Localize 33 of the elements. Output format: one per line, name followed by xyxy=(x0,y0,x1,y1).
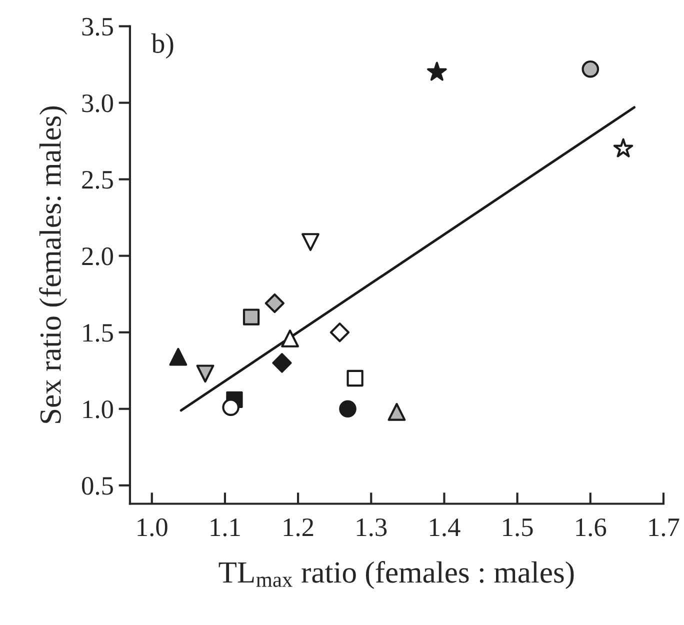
x-tick-label: 1.4 xyxy=(430,518,460,536)
x-tick-label: 1.7 xyxy=(649,518,680,536)
x-tick-label: 1.5 xyxy=(503,518,533,536)
y-axis-title: Sex ratio (females: males) xyxy=(39,106,68,423)
point xyxy=(582,60,600,78)
point xyxy=(339,400,356,418)
point xyxy=(427,62,447,81)
x-axis-title: TL$_{max}$ ratio (females : males) xyxy=(218,561,574,590)
point xyxy=(388,402,406,421)
point xyxy=(346,370,364,387)
point xyxy=(302,233,320,252)
annotation: b) xyxy=(151,33,174,59)
point xyxy=(242,308,260,326)
y-tick-label: 1.0 xyxy=(83,400,113,418)
y-tick-label: 3.0 xyxy=(82,94,113,112)
y-tick-label: 2.5 xyxy=(82,170,113,189)
point xyxy=(169,348,188,366)
x-tick-label: 1.1 xyxy=(210,518,240,536)
x-tick-label: 1.6 xyxy=(576,518,606,536)
y-tick-label: 3.5 xyxy=(82,18,113,36)
y-tick-label: 1.5 xyxy=(83,324,113,342)
point xyxy=(281,330,299,348)
point xyxy=(196,364,214,383)
point xyxy=(222,398,240,416)
y-tick-label: 0.5 xyxy=(82,476,113,495)
x-tick-label: 1.2 xyxy=(284,518,314,536)
x-tick-label: 1.0 xyxy=(138,518,168,536)
point xyxy=(613,138,634,158)
point xyxy=(264,293,284,314)
point xyxy=(272,353,292,373)
x-tick-label: 1.3 xyxy=(356,518,387,536)
y-tick-label: 2.0 xyxy=(82,247,113,266)
point xyxy=(330,322,350,342)
